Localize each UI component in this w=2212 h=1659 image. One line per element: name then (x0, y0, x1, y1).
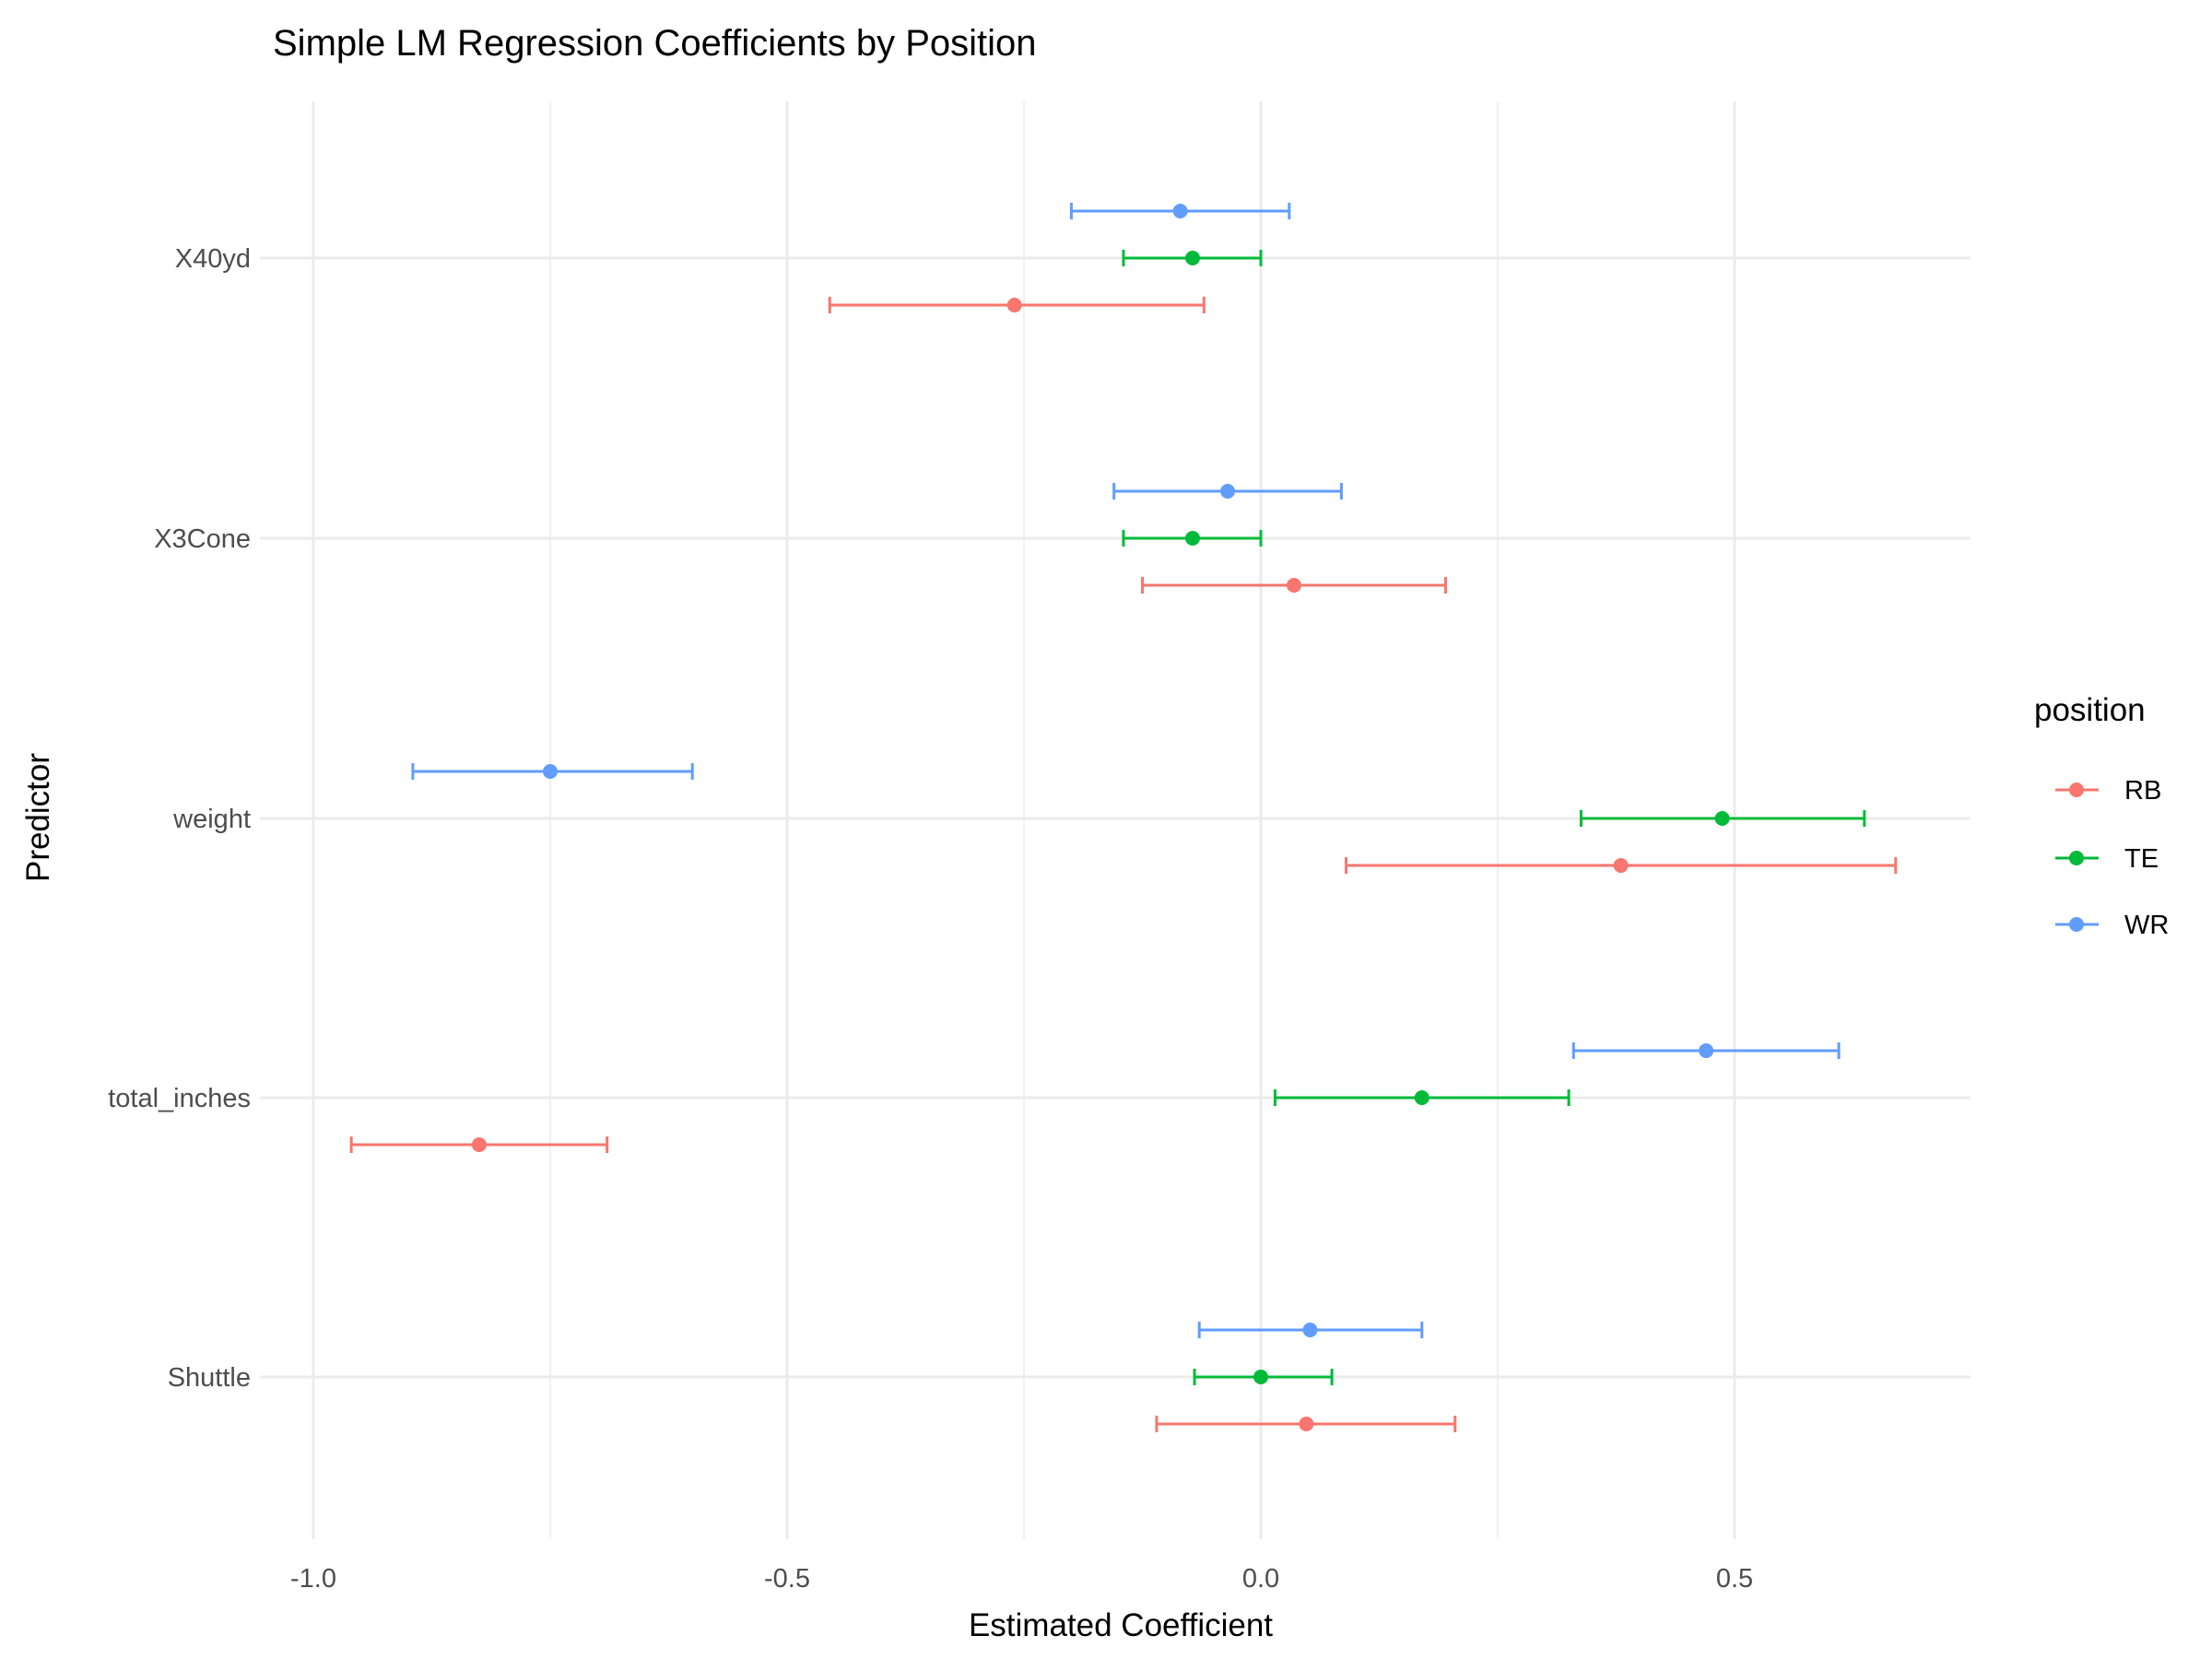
chart-title: Simple LM Regression Coefficients by Pos… (273, 23, 1037, 64)
legend-title: position (2034, 692, 2146, 728)
x-tick-label: -1.0 (290, 1564, 336, 1594)
legend: position RB TE WR (2034, 692, 2169, 940)
legend-item-wr: WR (2055, 911, 2169, 940)
estimate-point (1184, 531, 1200, 546)
legend-key-point (2069, 782, 2084, 797)
estimate-point (1006, 298, 1022, 312)
estimate-point (1302, 1323, 1318, 1337)
estimate-point (1253, 1370, 1268, 1384)
x-tick-label: 0.5 (1716, 1564, 1753, 1594)
y-axis-title: Predictor (20, 753, 56, 882)
estimate-point (1286, 578, 1301, 593)
series-te (1122, 250, 1866, 1385)
series-rb (349, 297, 1898, 1432)
legend-item-te: TE (2055, 844, 2159, 874)
legend-key-point (2069, 851, 2084, 865)
estimate-point (1714, 811, 1730, 826)
series-wr (411, 203, 1841, 1338)
legend-item-rb: RB (2055, 776, 2161, 806)
y-tick-label: X40yd (175, 244, 251, 274)
estimate-point (1414, 1090, 1430, 1105)
legend-key-point (2069, 917, 2084, 932)
estimate-point (1613, 858, 1629, 873)
legend-label: RB (2124, 776, 2161, 806)
estimate-point (1220, 484, 1236, 499)
y-tick-label: X3Cone (154, 524, 251, 554)
estimate-point (1299, 1417, 1314, 1431)
x-tick-label: -0.5 (764, 1564, 810, 1594)
x-axis-tick-labels: -1.0 -0.5 0.0 0.5 (290, 1564, 1753, 1594)
estimate-point (1184, 251, 1200, 265)
y-tick-label: total_inches (108, 1084, 251, 1113)
estimate-point (471, 1137, 487, 1152)
x-tick-label: 0.0 (1242, 1564, 1279, 1594)
legend-label: WR (2124, 911, 2169, 940)
estimate-point (1699, 1043, 1714, 1058)
estimate-point (1172, 204, 1188, 218)
y-tick-label: Shuttle (168, 1363, 251, 1393)
estimate-point (543, 764, 558, 779)
x-axis-title: Estimated Coefficient (969, 1607, 1273, 1643)
y-axis-tick-labels: X40yd X3Cone weight total_inches Shuttle (108, 244, 251, 1393)
legend-label: TE (2124, 844, 2159, 874)
y-tick-label: weight (172, 805, 251, 834)
data-marks (349, 203, 1898, 1432)
